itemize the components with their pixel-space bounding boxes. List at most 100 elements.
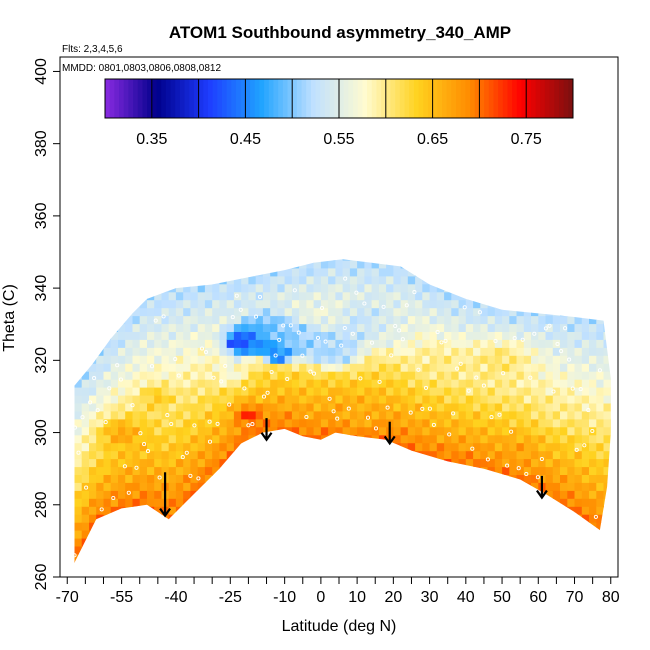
- heatmap-cell: [74, 331, 75, 340]
- heatmap-cell: [248, 355, 257, 364]
- sample-marker: [532, 331, 537, 336]
- heatmap-cell: [320, 482, 329, 491]
- heatmap-cell: [596, 561, 605, 563]
- heatmap-cell: [139, 553, 148, 563]
- heatmap-cell: [270, 291, 278, 301]
- heatmap-cell: [197, 402, 206, 412]
- heatmap-cell: [465, 410, 474, 420]
- heatmap-cell: [582, 244, 590, 253]
- sample-marker: [420, 406, 425, 411]
- heatmap-cell: [509, 244, 517, 253]
- heatmap-cell: [204, 299, 213, 309]
- colorbar-segment: [484, 79, 490, 118]
- heatmap-cell: [386, 371, 394, 380]
- heatmap-cell: [400, 466, 409, 475]
- heatmap-cell: [306, 379, 315, 388]
- heatmap-cell: [538, 418, 547, 428]
- sample-marker: [528, 375, 533, 380]
- heatmap-cell: [393, 395, 402, 404]
- heatmap-cell: [306, 482, 315, 491]
- heatmap-cell: [161, 307, 170, 317]
- heatmap-cell: [415, 315, 423, 325]
- heatmap-cell: [175, 395, 184, 404]
- heatmap-cell: [458, 371, 467, 380]
- heatmap-cell: [473, 355, 481, 364]
- heatmap-cell: [328, 474, 336, 483]
- heatmap-cell: [89, 498, 97, 507]
- heatmap-cell: [611, 490, 619, 499]
- heatmap-cell: [603, 561, 611, 563]
- heatmap-cell: [509, 259, 518, 269]
- heatmap-cell: [110, 347, 119, 356]
- heatmap-cell: [190, 426, 199, 436]
- heatmap-cell: [110, 506, 119, 515]
- heatmap-cell: [139, 299, 148, 309]
- heatmap-cell: [444, 530, 452, 539]
- heatmap-cell: [429, 299, 438, 309]
- heatmap-cell: [147, 545, 155, 555]
- heatmap-cell: [197, 474, 206, 483]
- heatmap-cell: [89, 355, 97, 364]
- heatmap-cell: [320, 426, 329, 436]
- heatmap-cell: [291, 514, 300, 523]
- heatmap-cell: [226, 553, 235, 563]
- heatmap-cell: [81, 490, 90, 499]
- heatmap-cell: [335, 434, 344, 444]
- heatmap-cell: [400, 283, 409, 293]
- heatmap-cell: [560, 387, 568, 396]
- heatmap-cell: [589, 331, 597, 340]
- heatmap-cell: [241, 355, 249, 364]
- heatmap-cell: [371, 387, 380, 396]
- heatmap-cell: [74, 490, 75, 499]
- heatmap-cell: [407, 530, 416, 539]
- heatmap-cell: [502, 339, 510, 348]
- heatmap-cell: [277, 347, 286, 356]
- heatmap-cell: [299, 538, 307, 547]
- heatmap-cell: [552, 275, 561, 285]
- heatmap-cell: [603, 434, 611, 444]
- heatmap-cell: [74, 402, 83, 412]
- heatmap-cell: [545, 490, 554, 499]
- heatmap-cell: [415, 402, 423, 412]
- heatmap-cell: [118, 458, 126, 468]
- heatmap-cell: [270, 553, 278, 563]
- heatmap-cell: [400, 426, 409, 436]
- heatmap-cell: [125, 259, 133, 269]
- heatmap-cell: [436, 514, 445, 523]
- heatmap-cell: [320, 402, 329, 412]
- heatmap-cell: [567, 363, 576, 372]
- heatmap-cell: [393, 244, 401, 253]
- heatmap-cell: [458, 355, 467, 364]
- heatmap-cell: [197, 426, 206, 436]
- heatmap-cell: [154, 363, 162, 372]
- heatmap-cell: [545, 347, 554, 356]
- heatmap-cell: [74, 283, 75, 293]
- heatmap-cell: [313, 466, 322, 475]
- heatmap-cell: [523, 410, 532, 420]
- heatmap-cell: [89, 418, 97, 428]
- heatmap-cell: [154, 267, 162, 277]
- heatmap-cell: [473, 291, 481, 301]
- heatmap-cell: [255, 339, 264, 348]
- heatmap-cell: [110, 522, 119, 531]
- heatmap-cell: [502, 387, 510, 396]
- heatmap-cell: [552, 498, 561, 507]
- heatmap-cell: [306, 283, 315, 293]
- heatmap-cell: [516, 434, 525, 444]
- sample-marker: [184, 450, 189, 455]
- heatmap-cell: [147, 395, 155, 404]
- heatmap-cell: [371, 259, 380, 261]
- heatmap-cell: [494, 275, 503, 285]
- heatmap-cell: [168, 466, 177, 475]
- heatmap-cell: [132, 331, 141, 340]
- heatmap-cell: [429, 474, 438, 483]
- heatmap-cell: [523, 514, 532, 523]
- heatmap-cell: [444, 283, 452, 293]
- heatmap-cell: [183, 331, 191, 340]
- heatmap-cell: [451, 561, 460, 563]
- heatmap-cell: [509, 506, 518, 515]
- heatmap-cell: [241, 339, 249, 348]
- heatmap-cell: [306, 267, 315, 277]
- heatmap-cell: [611, 554, 619, 563]
- heatmap-cell: [436, 379, 445, 388]
